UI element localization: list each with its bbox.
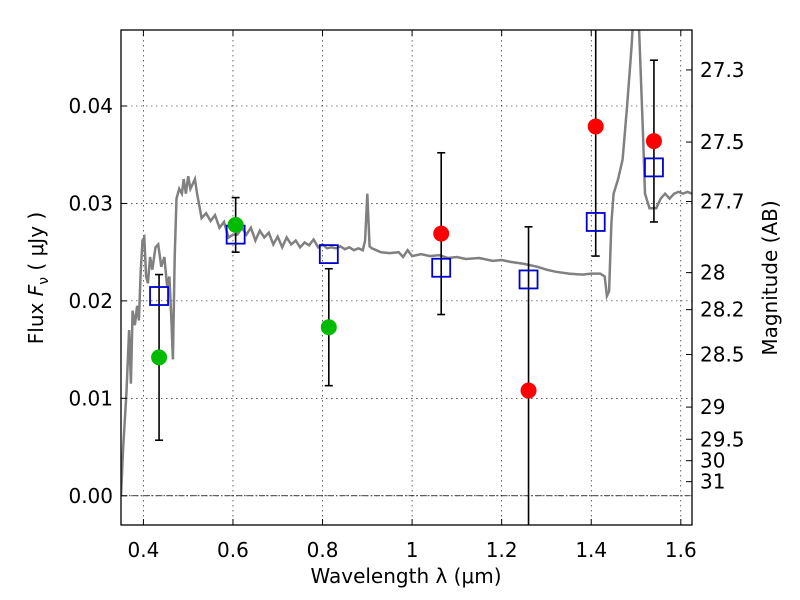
y-tick-label: 0.02 bbox=[68, 289, 113, 313]
x-tick-label: 1.4 bbox=[575, 538, 607, 562]
x-tick-label: 0.6 bbox=[217, 538, 249, 562]
mag-tick-label: 27.5 bbox=[700, 130, 745, 154]
y-axis-label: Flux Fν ( μJy ) bbox=[24, 212, 52, 344]
synthetic-point bbox=[318, 244, 339, 265]
model-sed-line bbox=[121, 30, 692, 496]
y-tick-label: 0.01 bbox=[68, 386, 113, 410]
synthetic-point bbox=[585, 212, 606, 232]
mag-tick-label: 29.5 bbox=[700, 427, 745, 451]
grid bbox=[121, 30, 692, 525]
observed-point bbox=[227, 216, 244, 233]
observed-point bbox=[151, 349, 168, 366]
y-tick-label: 0.04 bbox=[68, 94, 113, 118]
observed-point bbox=[645, 133, 662, 150]
x-tick-label: 1.6 bbox=[665, 538, 697, 562]
synthetic-point bbox=[518, 269, 539, 290]
mag-tick-label: 31 bbox=[700, 470, 725, 494]
x-tick-label: 0.4 bbox=[127, 538, 159, 562]
x-tick-label: 1.2 bbox=[486, 538, 518, 562]
observed-point bbox=[433, 225, 450, 242]
x-tick-label: 1 bbox=[406, 538, 419, 562]
mag-tick-label: 28.2 bbox=[700, 298, 745, 322]
mag-tick-label: 28 bbox=[700, 261, 725, 285]
x-tick-label: 0.8 bbox=[307, 538, 339, 562]
synthetic-point bbox=[644, 157, 664, 178]
observed-point bbox=[520, 382, 537, 399]
synthetic-point bbox=[149, 286, 169, 306]
y2-axis-label: Magnitude (AB) bbox=[758, 200, 782, 355]
y-tick-label: 0.00 bbox=[68, 484, 113, 508]
y-tick-label: 0.03 bbox=[68, 191, 113, 215]
mag-tick-label: 27.3 bbox=[700, 58, 745, 82]
x-axis-label: Wavelength λ (μm) bbox=[310, 564, 501, 588]
observed-point bbox=[320, 319, 337, 336]
mag-tick-label: 30 bbox=[700, 449, 725, 473]
plot-frame bbox=[120, 29, 693, 526]
mag-tick-label: 28.5 bbox=[700, 342, 745, 366]
mag-tick-label: 29 bbox=[700, 395, 725, 419]
mag-tick-label: 27.7 bbox=[700, 189, 745, 213]
observed-point bbox=[587, 118, 604, 135]
synthetic-point bbox=[431, 257, 452, 278]
